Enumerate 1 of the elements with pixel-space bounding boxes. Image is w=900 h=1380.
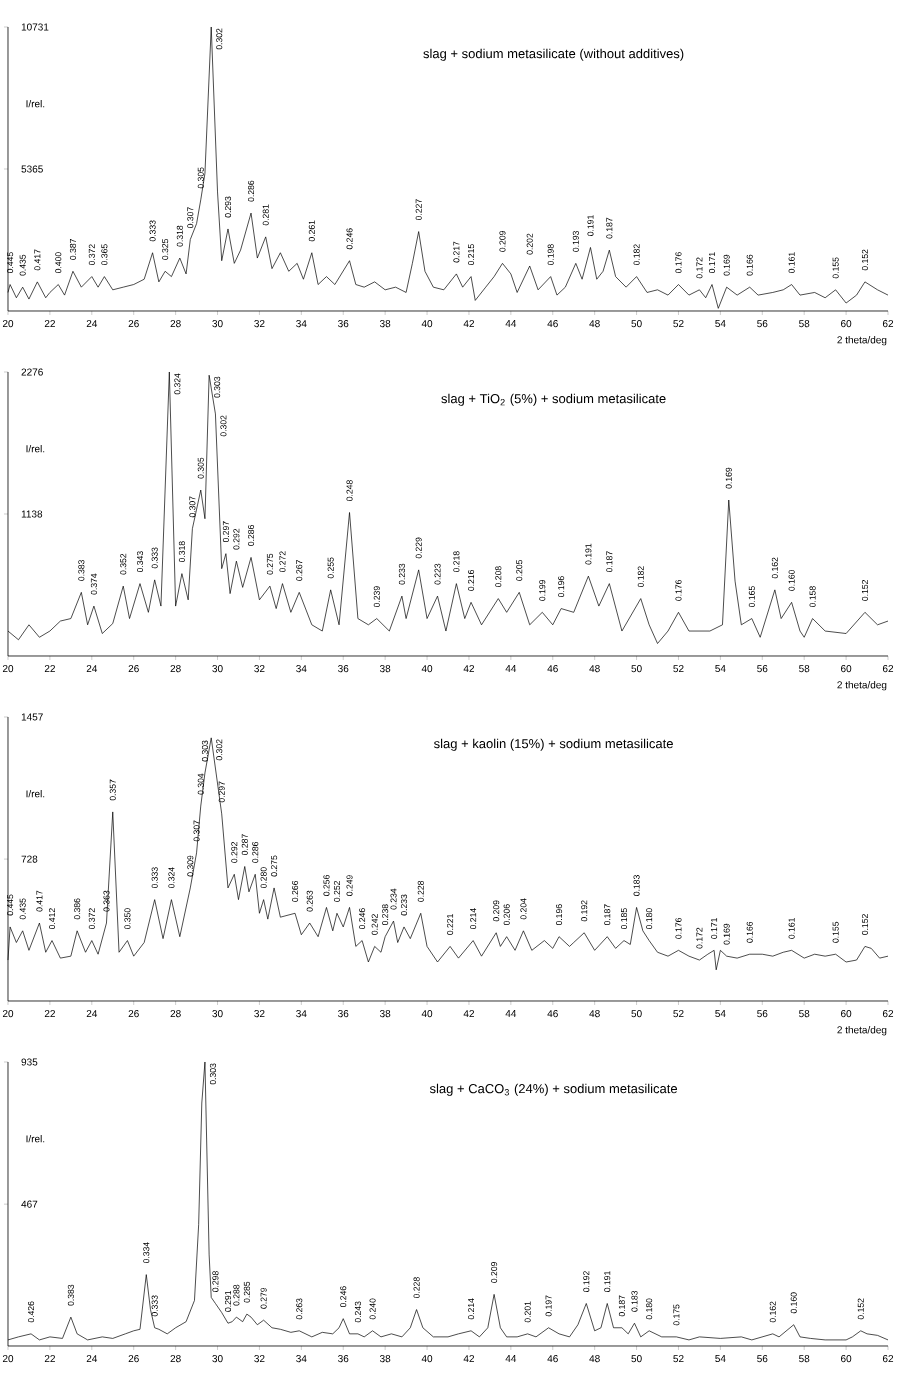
line-series [7,26,889,309]
